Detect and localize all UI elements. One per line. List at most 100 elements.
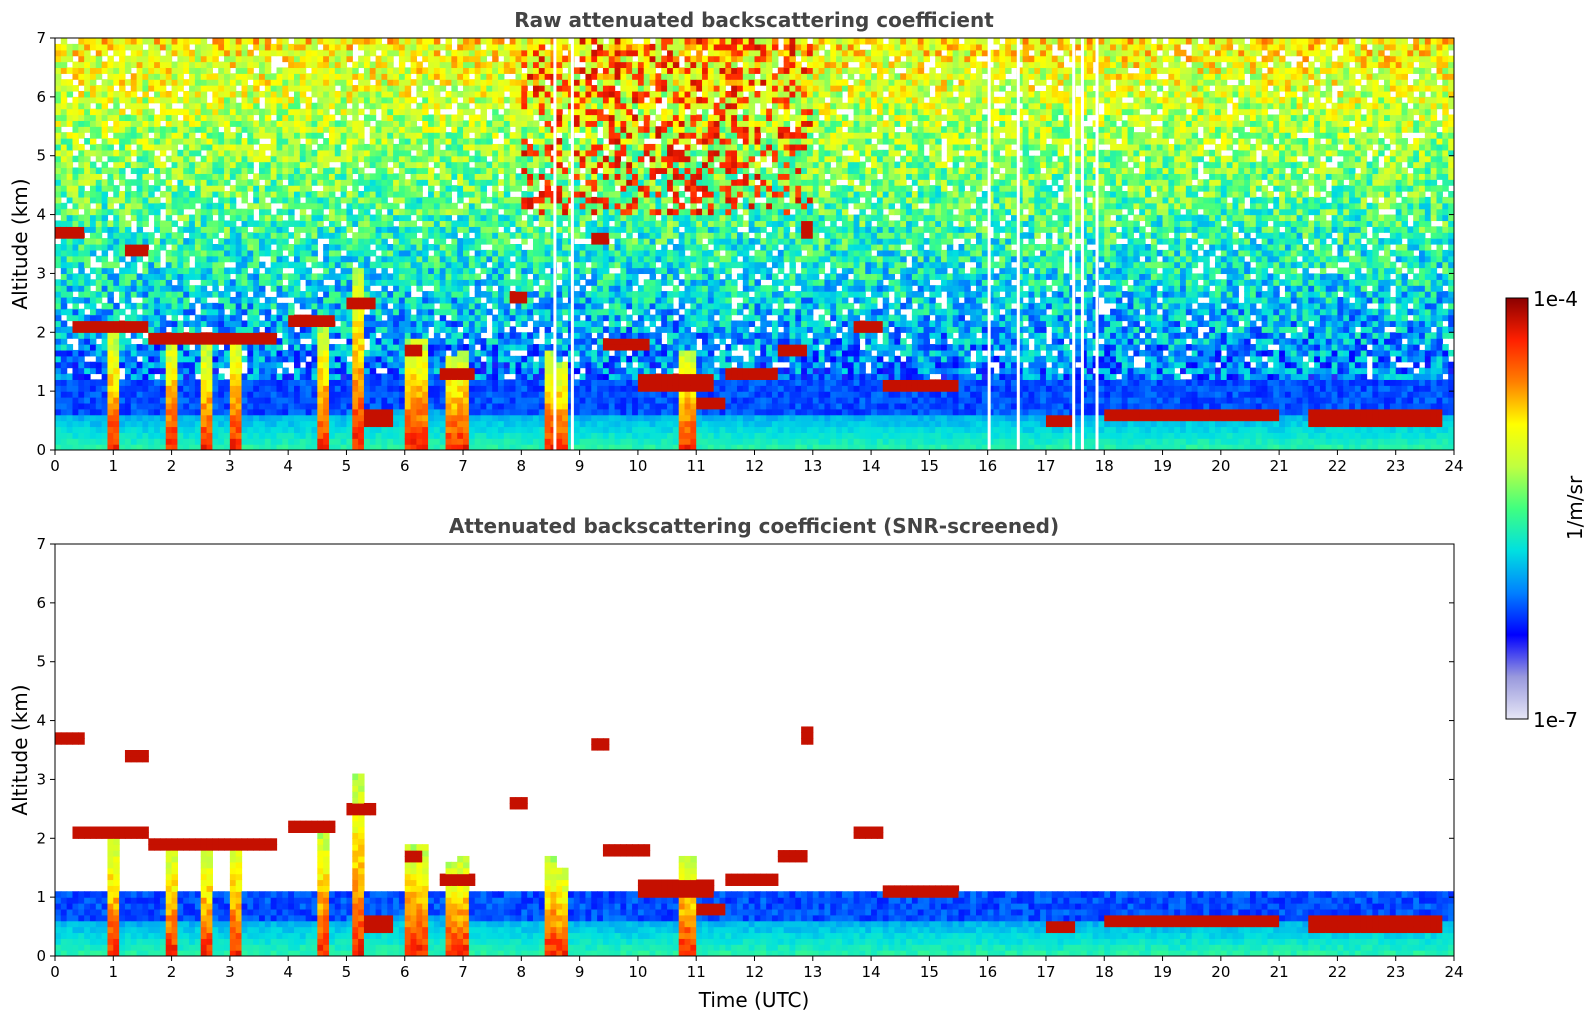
heatmap-cell bbox=[317, 397, 323, 403]
heatmap-cell bbox=[416, 85, 422, 91]
heatmap-cell bbox=[463, 332, 469, 338]
heatmap-cell bbox=[72, 185, 78, 191]
heatmap-cell bbox=[201, 144, 207, 150]
heatmap-cell bbox=[242, 321, 248, 327]
heatmap-cell bbox=[311, 67, 317, 73]
heatmap-cell bbox=[172, 197, 178, 203]
heatmap-cell bbox=[352, 126, 358, 132]
heatmap-cell bbox=[265, 421, 271, 427]
heatmap-cell bbox=[451, 321, 457, 327]
heatmap-cell bbox=[481, 220, 487, 226]
heatmap-cell bbox=[119, 162, 125, 168]
heatmap-cell bbox=[259, 120, 265, 126]
heatmap-cell bbox=[469, 144, 475, 150]
heatmap-cell bbox=[247, 150, 253, 156]
heatmap-cell bbox=[428, 373, 434, 379]
heatmap-cell bbox=[463, 244, 469, 250]
heatmap-cell bbox=[148, 209, 154, 215]
heatmap-cell bbox=[282, 426, 288, 432]
heatmap-cell bbox=[96, 97, 102, 103]
heatmap-cell bbox=[218, 44, 224, 50]
heatmap-cell bbox=[364, 67, 370, 73]
heatmap-cell bbox=[84, 403, 90, 409]
heatmap-cell bbox=[189, 373, 195, 379]
heatmap-cell bbox=[119, 44, 125, 50]
heatmap-cell bbox=[323, 73, 329, 79]
heatmap-cell bbox=[142, 197, 148, 203]
heatmap-cell bbox=[265, 250, 271, 256]
heatmap-cell bbox=[335, 385, 341, 391]
heatmap-cell bbox=[177, 391, 183, 397]
heatmap-cell bbox=[469, 203, 475, 209]
heatmap-cell bbox=[451, 309, 457, 315]
heatmap-cell bbox=[335, 138, 341, 144]
heatmap-cell bbox=[346, 262, 352, 268]
heatmap-cell bbox=[463, 103, 469, 109]
heatmap-cell bbox=[282, 232, 288, 238]
heatmap-cell bbox=[364, 97, 370, 103]
heatmap-cell bbox=[405, 120, 411, 126]
heatmap-cell bbox=[370, 67, 376, 73]
heatmap-cell bbox=[469, 344, 475, 350]
heatmap-cell bbox=[166, 385, 172, 391]
heatmap-cell bbox=[55, 362, 61, 368]
heatmap-cell bbox=[183, 362, 189, 368]
heatmap-cell bbox=[492, 62, 498, 68]
heatmap-cell bbox=[277, 438, 283, 444]
heatmap-cell bbox=[55, 115, 61, 121]
heatmap-cell bbox=[265, 432, 271, 438]
heatmap-cell bbox=[207, 79, 213, 85]
heatmap-cell bbox=[72, 191, 78, 197]
heatmap-cell bbox=[446, 426, 452, 432]
heatmap-cell bbox=[107, 179, 113, 185]
heatmap-cell bbox=[107, 144, 113, 150]
heatmap-cell bbox=[154, 297, 160, 303]
heatmap-cell bbox=[405, 391, 411, 397]
heatmap-cell bbox=[212, 191, 218, 197]
heatmap-cell bbox=[61, 162, 67, 168]
heatmap-cell bbox=[78, 179, 84, 185]
heatmap-cell bbox=[457, 268, 463, 274]
heatmap-cell bbox=[492, 397, 498, 403]
heatmap-cell bbox=[125, 144, 131, 150]
heatmap-cell bbox=[498, 432, 504, 438]
heatmap-cell bbox=[434, 309, 440, 315]
heatmap-cell bbox=[481, 167, 487, 173]
heatmap-cell bbox=[341, 273, 347, 279]
heatmap-cell bbox=[265, 415, 271, 421]
heatmap-cell bbox=[358, 403, 364, 409]
heatmap-cell bbox=[172, 256, 178, 262]
heatmap-cell bbox=[446, 368, 452, 374]
heatmap-cell bbox=[323, 138, 329, 144]
heatmap-cell bbox=[102, 397, 108, 403]
heatmap-cell bbox=[119, 97, 125, 103]
heatmap-cell bbox=[440, 244, 446, 250]
heatmap-cell bbox=[102, 238, 108, 244]
heatmap-cell bbox=[498, 79, 504, 85]
heatmap-cell bbox=[323, 373, 329, 379]
heatmap-cell bbox=[72, 303, 78, 309]
heatmap-cell bbox=[218, 279, 224, 285]
heatmap-cell bbox=[294, 321, 300, 327]
heatmap-cell bbox=[306, 215, 312, 221]
heatmap-cell bbox=[486, 220, 492, 226]
heatmap-cell bbox=[107, 203, 113, 209]
heatmap-cell bbox=[67, 415, 73, 421]
heatmap-cell bbox=[300, 209, 306, 215]
heatmap-cell bbox=[399, 279, 405, 285]
heatmap-cell bbox=[96, 56, 102, 62]
heatmap-cell bbox=[218, 379, 224, 385]
heatmap-cell bbox=[253, 191, 259, 197]
heatmap-cell bbox=[90, 220, 96, 226]
heatmap-cell bbox=[172, 297, 178, 303]
heatmap-cell bbox=[189, 167, 195, 173]
heatmap-cell bbox=[137, 138, 143, 144]
heatmap-cell bbox=[475, 173, 481, 179]
heatmap-cell bbox=[224, 426, 230, 432]
heatmap-cell bbox=[207, 44, 213, 50]
heatmap-cell bbox=[405, 67, 411, 73]
heatmap-cell bbox=[294, 238, 300, 244]
heatmap-cell bbox=[166, 220, 172, 226]
heatmap-cell bbox=[446, 297, 452, 303]
heatmap-cell bbox=[486, 285, 492, 291]
